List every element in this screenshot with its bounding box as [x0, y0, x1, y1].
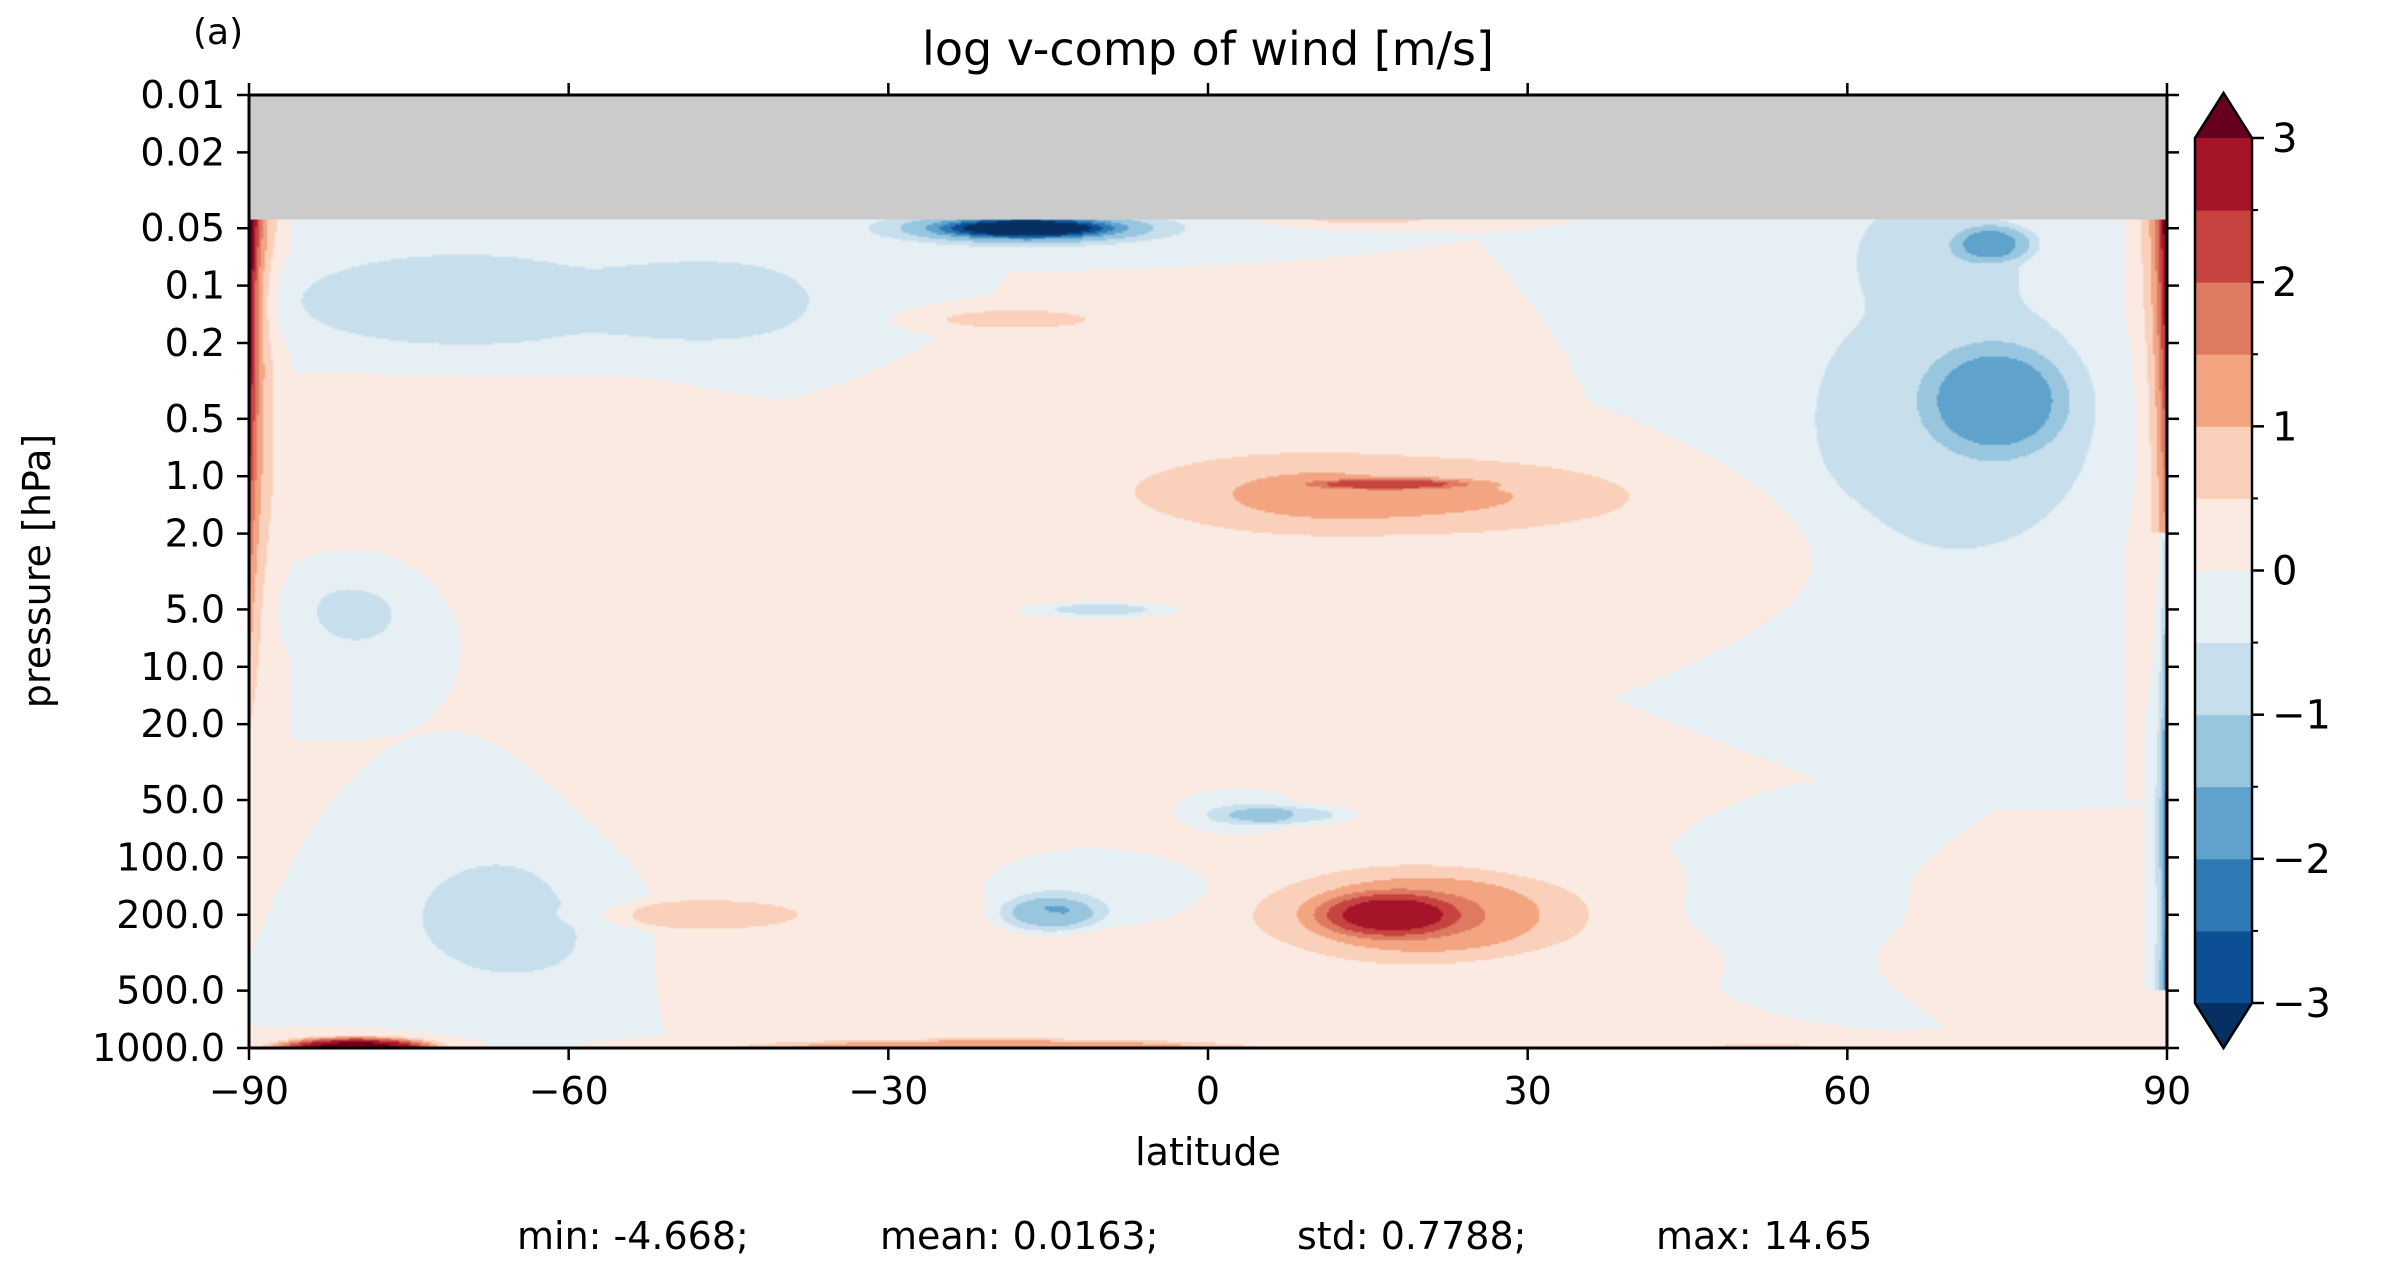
colorbar-band: [2195, 642, 2252, 716]
y-tick-label: 20.0: [140, 702, 225, 746]
colorbar-tick-label: 2: [2272, 260, 2297, 306]
colorbar: −3 −2 −1 0 1 2 3: [2193, 90, 2331, 1051]
colorbar-tick-label: 1: [2272, 404, 2297, 450]
colorbar-tick-label: −3: [2272, 981, 2331, 1027]
y-tick-label: 500.0: [116, 969, 225, 1013]
colorbar-tick-label: −1: [2272, 693, 2331, 739]
panel-label: (a): [193, 12, 243, 53]
y-tick-label: 10.0: [140, 645, 225, 689]
colorbar-band: [2195, 426, 2252, 499]
y-tick-label: 1.0: [165, 454, 225, 498]
chart-title: log v-comp of wind [m/s]: [922, 22, 1494, 76]
colorbar-over-extend: [2195, 93, 2252, 138]
colorbar-band: [2195, 714, 2252, 788]
stat-min: min: -4.668;: [517, 1214, 749, 1258]
y-tick-label: 1000.0: [92, 1026, 225, 1070]
x-axis: −90 −60 −30 0 30 60 90: [209, 83, 2191, 1113]
y-tick-label: 0.01: [140, 73, 225, 117]
colorbar-tick-label: 3: [2272, 116, 2297, 162]
stat-max: max: 14.65: [1656, 1214, 1872, 1258]
colorbar-band: [2195, 138, 2252, 211]
colorbar-band: [2195, 210, 2252, 283]
stats-line: min: -4.668; mean: 0.0163; std: 0.7788; …: [517, 1214, 1872, 1258]
x-tick-label: 90: [2143, 1069, 2191, 1113]
x-tick-label: −90: [209, 1069, 289, 1113]
colorbar-band: [2195, 570, 2252, 644]
y-tick-label: 5.0: [165, 587, 225, 631]
y-tick-label: 200.0: [116, 893, 225, 937]
y-tick-label: 2.0: [165, 512, 225, 556]
x-tick-label: 30: [1503, 1069, 1551, 1113]
y-tick-label: 100.0: [116, 835, 225, 879]
y-tick-label: 0.2: [165, 321, 225, 365]
y-tick-label: 50.0: [140, 778, 225, 822]
colorbar-band: [2195, 858, 2252, 932]
stat-mean: mean: 0.0163;: [880, 1214, 1158, 1258]
x-tick-label: −30: [848, 1069, 928, 1113]
x-tick-label: −60: [529, 1069, 609, 1113]
contour-fill: [249, 95, 2167, 1048]
y-tick-label: 0.05: [140, 206, 225, 250]
colorbar-tick-label: −2: [2272, 837, 2331, 883]
plot-area: [247, 93, 2169, 1050]
colorbar-tick-label: 0: [2272, 549, 2297, 595]
no-data-region: [249, 95, 2167, 220]
colorbar-band: [2195, 282, 2252, 355]
x-tick-label: 0: [1196, 1069, 1220, 1113]
x-axis-label: latitude: [1135, 1130, 1281, 1174]
colorbar-band: [2195, 354, 2252, 427]
stat-std: std: 0.7788;: [1297, 1214, 1526, 1258]
y-tick-label: 0.5: [165, 397, 225, 441]
colorbar-band: [2195, 498, 2252, 571]
y-tick-label: 0.02: [140, 130, 225, 174]
colorbar-band: [2195, 786, 2252, 860]
y-axis-label: pressure [hPa]: [15, 434, 59, 708]
colorbar-band: [2195, 930, 2252, 1004]
y-tick-label: 0.1: [165, 264, 225, 308]
colorbar-under-extend: [2195, 1003, 2252, 1048]
y-axis: 0.01 0.02 0.05 0.1 0.2 0.5 1.0 2.0 5.0 10.0 20.0 50…: [92, 73, 2179, 1070]
x-tick-label: 60: [1823, 1069, 1871, 1113]
